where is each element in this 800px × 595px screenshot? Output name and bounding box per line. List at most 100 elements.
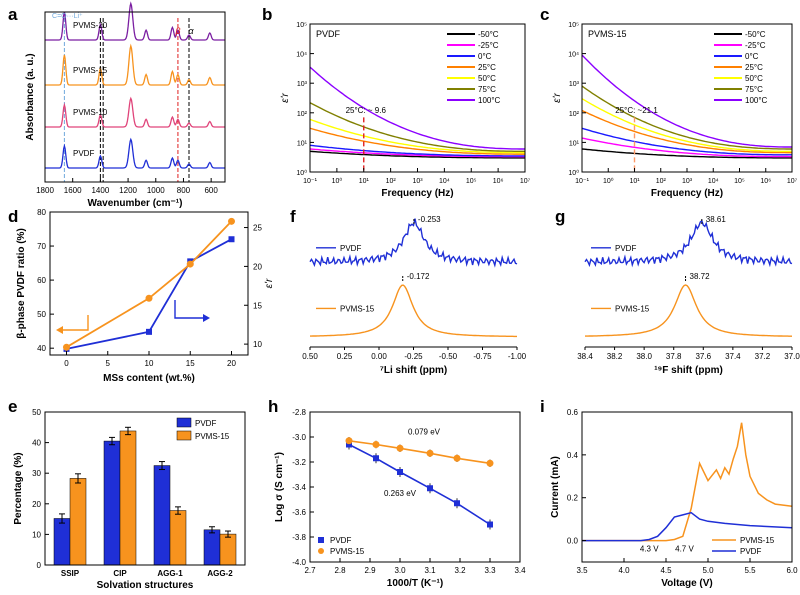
x-tick-label: 37.0: [784, 352, 800, 361]
bar-PVMS-15: [169, 510, 187, 566]
legend-label-PVMS-15: PVMS-15: [330, 547, 365, 556]
x-tick-label: 10⁶: [760, 178, 771, 185]
y-tick-label: 10¹: [297, 140, 308, 147]
x-tick-label: 37.2: [755, 352, 771, 361]
panel-label-h: h: [268, 397, 278, 416]
x-tick-label: 5.5: [744, 566, 756, 575]
y-tick-label: 40: [37, 344, 46, 353]
category-label: AGG-1: [157, 569, 183, 578]
legend-label-0°C: 0°C: [745, 52, 759, 61]
y-axis-label: Absorbance (a. u.): [25, 53, 36, 140]
data-point-square: [373, 455, 379, 462]
x-tick-label: 1600: [64, 186, 82, 195]
x-axis-label: Frequency (Hz): [381, 188, 453, 199]
data-point-square: [397, 469, 403, 475]
x-tick-label: 800: [177, 186, 191, 195]
x-tick-label: 10³: [682, 178, 693, 185]
bar-PVMS-15: [219, 533, 237, 566]
x-tick-label: 600: [204, 186, 218, 195]
x-tick-label: 5: [106, 359, 111, 368]
curve--25°C: [309, 148, 525, 158]
nmr-curve-PVMS-15: [310, 284, 517, 338]
x-tick-label: 37.8: [666, 352, 682, 361]
data-point-square: [427, 485, 433, 492]
spectrum-PVDF: [45, 137, 225, 169]
y-tick-label: -3.6: [292, 508, 306, 517]
y2-tick-label: 15: [253, 301, 262, 310]
data-point-circle: [453, 454, 461, 462]
legend-swatch-PVMS-15: [176, 430, 192, 441]
x-tick-label: 3.3: [484, 566, 496, 575]
x-tick-label: 3.0: [394, 566, 406, 575]
x-tick-label: 10⁵: [734, 178, 745, 185]
series-label-PVMS-20: PVMS-20: [73, 21, 108, 30]
y-tick-label: 20: [32, 500, 41, 509]
y-tick-label: 10⁴: [296, 52, 307, 59]
x-tick-label: 10⁶: [493, 178, 504, 185]
category-label: SSIP: [61, 569, 80, 578]
x-tick-label: 3.4: [514, 566, 526, 575]
curve--50°C: [309, 150, 525, 159]
x-tick-label: 38.0: [636, 352, 652, 361]
series-label-PVDF: PVDF: [73, 149, 94, 158]
bar-PVDF: [53, 518, 71, 566]
panel-label-f: f: [290, 207, 296, 226]
x-tick-label: -0.50: [439, 352, 458, 361]
legend-label-50°C: 50°C: [478, 74, 496, 83]
x-tick-label: 10²: [656, 178, 667, 185]
curve-25°C: [581, 109, 792, 154]
y-tick-label: 0.4: [567, 451, 579, 460]
x-tick-label: -0.75: [473, 352, 492, 361]
legend-label-100°C: 100°C: [478, 96, 501, 105]
x-tick-label: 4.5: [660, 566, 672, 575]
y-tick-label: 10²: [297, 111, 308, 118]
data-point-circle: [372, 441, 380, 448]
y-tick-label: 80: [37, 208, 46, 217]
panel-label-d: d: [8, 207, 18, 226]
x-tick-label: 15: [186, 359, 195, 368]
bar-PVDF: [103, 440, 121, 566]
legend-label-PVMS-15: PVMS-15: [615, 304, 650, 313]
y-tick-label: 0.2: [567, 494, 579, 503]
legend-label-75°C: 75°C: [478, 85, 496, 94]
x-tick-label: 10²: [386, 178, 397, 185]
annotation-beta: β: [174, 26, 180, 36]
lsv-curve-PVDF: [582, 511, 793, 542]
data-point-square: [146, 328, 152, 335]
plot-frame-e: [44, 411, 246, 566]
legend-label--25°C: -25°C: [478, 41, 499, 50]
x-tick-label: 20: [227, 359, 236, 368]
legend-label-PVMS-15: PVMS-15: [340, 304, 375, 313]
x-tick-label: 3.2: [454, 566, 466, 575]
x-tick-label: 38.2: [607, 352, 623, 361]
spectrum-PVMS-20: [45, 1, 225, 41]
legend-label--25°C: -25°C: [745, 41, 766, 50]
data-point-circle: [486, 459, 494, 467]
category-label: AGG-2: [207, 569, 233, 578]
legend-swatch-PVDF: [176, 417, 192, 428]
legend-label-PVDF: PVDF: [740, 547, 761, 556]
legend-label-25°C: 25°C: [478, 63, 496, 72]
x-tick-label: 10⁴: [439, 178, 450, 185]
y-tick-label: 10⁴: [568, 52, 579, 59]
legend-label--50°C: -50°C: [478, 30, 499, 39]
plot-frame-i: [581, 411, 793, 563]
y-tick-label: -3.4: [292, 483, 306, 492]
x-tick-label: 10³: [412, 178, 423, 185]
peak-label: -0.172: [407, 272, 430, 281]
series-label-PVMS-10: PVMS-10: [73, 108, 108, 117]
data-point-circle: [345, 437, 353, 445]
x-axis-label: ¹⁹F shift (ppm): [654, 365, 723, 376]
x-tick-label: 0: [64, 359, 69, 368]
panel-label-e: e: [8, 397, 17, 416]
y-tick-label: 10⁵: [296, 22, 307, 29]
y-tick-label: -3.2: [292, 458, 306, 467]
y-tick-label: -4.0: [292, 558, 306, 567]
fit-line-PVDF: [348, 443, 491, 526]
peak-label: 38.72: [690, 272, 711, 281]
fit-line-PVMS-15: [348, 440, 491, 465]
x-tick-label: 5.0: [702, 566, 714, 575]
series-line-left: [66, 238, 232, 350]
x-tick-label: 37.6: [695, 352, 711, 361]
annotation-co-li: C=O···Li⁺: [52, 13, 83, 20]
